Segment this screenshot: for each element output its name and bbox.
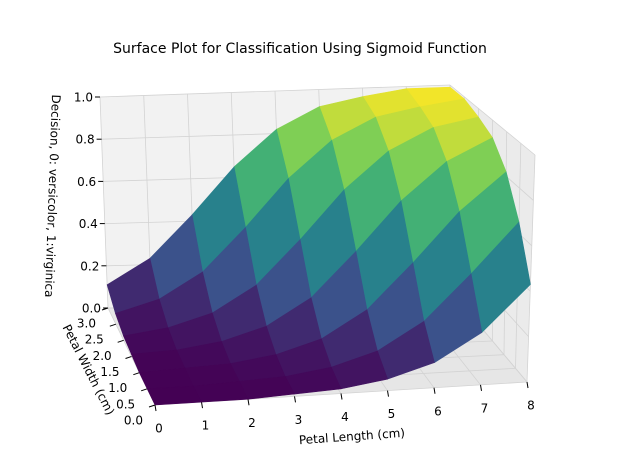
x-tick-label: 6 [434, 404, 442, 418]
z-tick-label: 0.6 [77, 175, 96, 189]
x-tick-label: 8 [527, 399, 535, 413]
y-tick [133, 372, 140, 376]
chart-title: Surface Plot for Classification Using Si… [113, 41, 487, 57]
y-tick-label: 0.0 [124, 414, 143, 428]
grid-line [99, 84, 451, 98]
y-tick-label: 2.5 [85, 333, 104, 347]
x-tick-label: 5 [388, 407, 396, 421]
y-tick [125, 356, 132, 359]
z-tick-label: 0.2 [80, 259, 99, 273]
x-tick-label: 0 [155, 422, 163, 436]
z-tick-label: 0.0 [82, 302, 101, 316]
y-tick-label: 1.0 [108, 381, 127, 395]
x-tick-label: 3 [295, 413, 303, 427]
x-tick [480, 384, 482, 391]
x-tick [526, 381, 529, 389]
x-tick-label: 4 [341, 410, 349, 424]
x-tick-label: 1 [202, 419, 210, 433]
y-tick [117, 339, 124, 343]
x-axis-label: Petal Length (cm) [298, 426, 405, 447]
y-tick-label: 1.5 [100, 365, 119, 379]
x-tick [294, 396, 296, 403]
y-tick-label: 3.0 [77, 317, 96, 331]
x-tick-label: 2 [248, 416, 256, 430]
grid-line [526, 154, 536, 383]
x-tick [433, 387, 436, 394]
surface-patch [146, 385, 202, 406]
z-tick-label: 0.8 [76, 133, 95, 147]
x-tick [154, 404, 157, 412]
x-tick [201, 402, 203, 409]
y-tick [109, 323, 116, 327]
z-axis-label: Decision, 0: versicolor, 1:virginica [42, 94, 63, 297]
x-tick [247, 399, 250, 406]
z-tick-label: 1.0 [74, 91, 93, 105]
y-tick [148, 404, 156, 408]
grid-line [99, 96, 109, 309]
grid-line [449, 84, 536, 156]
y-tick [141, 388, 148, 392]
z-tick-label: 0.4 [79, 217, 98, 231]
x-tick [387, 390, 389, 397]
y-tick-label: 0.5 [116, 397, 135, 411]
y-tick-label: 2.0 [93, 349, 112, 363]
x-tick-label: 7 [481, 401, 489, 415]
x-tick [340, 393, 343, 400]
